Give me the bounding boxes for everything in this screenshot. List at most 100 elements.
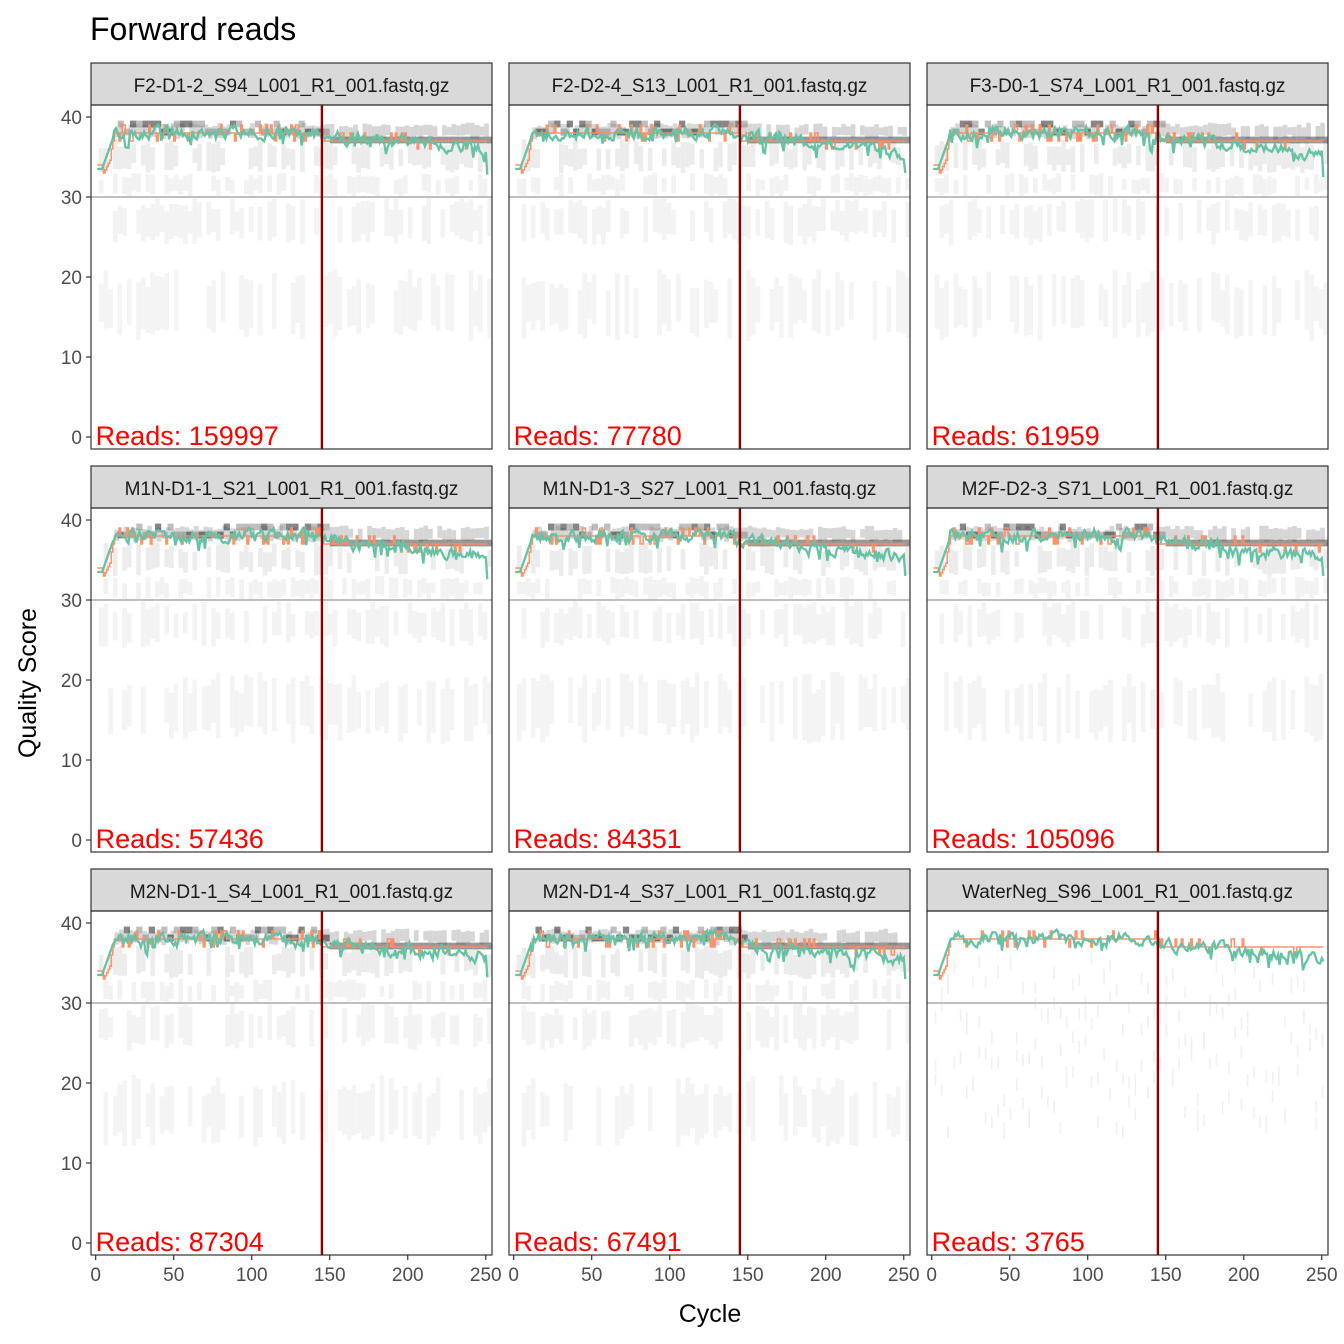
quality-heat-cell <box>1309 145 1314 170</box>
quality-heat-cell <box>332 609 338 647</box>
quality-heat-cell <box>807 945 812 979</box>
quality-heat-cell <box>526 284 531 322</box>
quality-heat-cell <box>821 1014 826 1048</box>
quality-heat-cell <box>440 145 446 165</box>
quality-heat-cell <box>367 124 372 138</box>
quality-heat-cell <box>521 277 527 339</box>
quality-heat-cell <box>173 531 180 539</box>
quality-heat-cell <box>254 926 262 934</box>
quality-heat-cell <box>713 1005 719 1050</box>
quality-heat-cell <box>769 178 775 197</box>
quality-heat-cell <box>967 546 973 571</box>
quality-heat-cell <box>1257 579 1263 597</box>
quality-heat-cell <box>629 543 634 573</box>
quality-heat-cell <box>886 581 892 595</box>
quality-heat-cell <box>660 128 667 136</box>
quality-heat-cell <box>1075 275 1080 329</box>
facet-strip <box>508 62 911 106</box>
quality-heat-cell <box>860 539 867 547</box>
quality-heat-cell <box>225 608 230 638</box>
quality-heat-cell <box>451 123 457 136</box>
quality-heat-cell <box>304 580 310 594</box>
quality-heat-cell <box>1053 1101 1055 1114</box>
quality-heat-cell <box>376 126 382 136</box>
quality-heat-cell <box>257 1016 263 1039</box>
quality-heat-cell <box>128 124 134 135</box>
quality-heat-cell <box>1281 614 1286 640</box>
quality-heat-cell <box>803 529 809 540</box>
quality-heat-cell <box>446 528 452 542</box>
quality-heat-cell <box>445 178 450 193</box>
quality-heat-cell <box>454 942 461 950</box>
quality-heat-cell <box>755 286 761 323</box>
quality-heat-cell <box>1079 198 1085 239</box>
quality-heat-cell <box>732 198 737 240</box>
reads-count-label: Reads: 3765 <box>932 1227 1085 1257</box>
quality-heat-cell <box>629 934 636 942</box>
quality-heat-cell <box>407 602 413 634</box>
quality-heat-cell <box>1034 981 1037 994</box>
quality-heat-cell <box>1290 977 1293 990</box>
quality-heat-cell <box>145 576 151 599</box>
quality-heat-cell <box>1164 601 1169 641</box>
quality-heat-cell <box>281 550 287 569</box>
quality-heat-cell <box>178 179 184 195</box>
quality-heat-cell <box>173 204 179 237</box>
quality-heat-cell <box>1253 1065 1255 1078</box>
quality-heat-cell <box>257 983 263 1000</box>
quality-heat-cell <box>797 942 804 950</box>
quality-heat-cell <box>666 279 672 332</box>
quality-heat-cell <box>802 290 808 324</box>
quality-heat-cell <box>234 211 240 232</box>
quality-heat-cell <box>304 984 310 1002</box>
quality-heat-cell <box>1189 526 1194 539</box>
quality-heat-cell <box>1304 580 1310 595</box>
quality-heat-cell <box>1295 175 1300 196</box>
quality-heat-cell <box>1117 581 1123 595</box>
quality-heat-cell <box>290 206 296 240</box>
quality-heat-cell <box>891 539 898 547</box>
quality-heat-cell <box>142 934 149 942</box>
quality-heat-cell <box>1259 124 1265 138</box>
quality-heat-cell <box>1014 688 1020 726</box>
quality-heat-cell <box>934 1011 937 1024</box>
quality-heat-cell <box>225 544 230 574</box>
quality-heat-cell <box>1239 177 1244 196</box>
quality-heat-cell <box>891 580 896 596</box>
quality-heat-cell <box>164 953 170 973</box>
quality-heat-cell <box>521 1005 527 1040</box>
quality-heat-cell <box>276 600 282 635</box>
quality-heat-cell <box>1131 686 1137 743</box>
quality-heat-cell <box>516 683 522 742</box>
quality-heat-cell <box>332 982 338 997</box>
quality-heat-cell <box>229 926 237 934</box>
quality-heat-cell <box>708 609 714 637</box>
quality-heat-cell <box>694 579 700 594</box>
quality-heat-cell <box>579 120 586 128</box>
quality-heat-cell <box>555 526 561 541</box>
quality-heat-cell <box>689 1083 695 1129</box>
quality-heat-cell <box>435 539 443 547</box>
quality-heat-cell <box>342 577 347 595</box>
quality-heat-cell <box>990 1116 993 1129</box>
quality-heat-cell <box>1140 1023 1143 1036</box>
quality-heat-cell <box>1229 177 1235 197</box>
quality-heat-cell <box>1005 175 1010 196</box>
quality-heat-cell <box>1245 126 1250 139</box>
quality-heat-cell <box>1003 1094 1006 1107</box>
quality-heat-cell <box>403 683 408 734</box>
quality-heat-cell <box>563 1083 569 1141</box>
quality-heat-cell <box>417 139 422 165</box>
quality-heat-cell <box>836 127 842 135</box>
quality-heat-cell <box>421 612 427 637</box>
quality-heat-cell <box>353 930 358 943</box>
quality-heat-cell <box>1122 128 1129 136</box>
quality-heat-cell <box>150 1083 155 1145</box>
quality-heat-cell <box>1089 543 1094 567</box>
quality-heat-cell <box>605 290 611 337</box>
quality-heat-cell <box>198 531 205 539</box>
quality-heat-cell <box>741 531 748 539</box>
quality-heat-cell <box>978 128 985 136</box>
quality-heat-cell <box>905 202 910 238</box>
quality-heat-cell <box>173 683 179 732</box>
